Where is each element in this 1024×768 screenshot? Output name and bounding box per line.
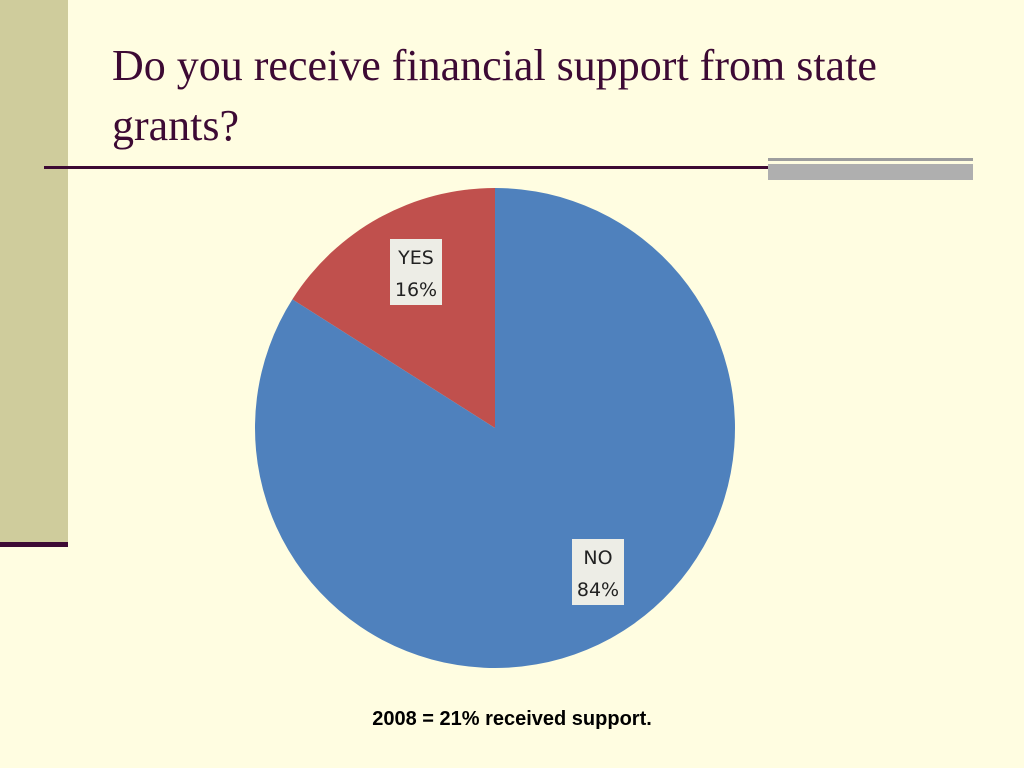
data-label-no: NO 84% xyxy=(572,539,624,605)
left-accent-bar xyxy=(0,0,68,544)
data-label-percentage: 16% xyxy=(395,279,437,301)
data-label-background xyxy=(572,539,624,605)
decorative-gray-bar xyxy=(768,158,973,180)
pie-slices xyxy=(254,188,735,669)
pie-data-labels: YES 16% NO 84% xyxy=(390,239,624,605)
footnote: 2008 = 21% received support. xyxy=(372,708,652,730)
data-label-category: NO xyxy=(583,547,612,569)
left-accent-underline xyxy=(0,542,68,547)
title-divider xyxy=(44,166,972,169)
data-label-yes: YES 16% xyxy=(390,239,442,305)
data-label-background xyxy=(390,239,442,305)
slide-title: Do you receive financial support from st… xyxy=(112,41,877,150)
pie-slice-yes xyxy=(292,188,495,428)
data-label-percentage: 84% xyxy=(577,579,619,601)
data-label-category: YES xyxy=(397,247,434,269)
